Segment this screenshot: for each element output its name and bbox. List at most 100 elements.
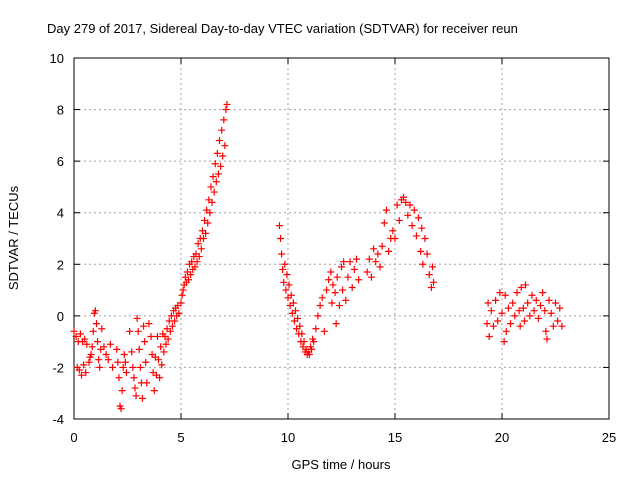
grid <box>74 58 609 419</box>
data-point <box>143 379 151 387</box>
data-point <box>202 229 210 237</box>
data-point <box>530 307 538 315</box>
data-point <box>114 358 122 366</box>
x-tick-label: 20 <box>495 430 509 445</box>
data-point <box>166 327 174 335</box>
data-point <box>171 317 179 325</box>
data-point <box>117 405 125 413</box>
data-point <box>115 374 123 382</box>
data-point <box>89 327 97 335</box>
y-tick-label: 6 <box>57 154 64 169</box>
data-points <box>70 100 566 413</box>
data-point <box>119 363 127 371</box>
data-point <box>199 235 207 242</box>
data-point <box>177 299 185 307</box>
y-tick-label: 0 <box>57 309 64 324</box>
data-point <box>308 345 316 353</box>
data-point <box>410 206 418 214</box>
y-tick-label: 8 <box>57 103 64 118</box>
data-point <box>191 263 199 271</box>
data-point <box>333 273 341 281</box>
data-point <box>489 322 497 330</box>
data-point <box>332 320 340 328</box>
data-point <box>100 343 108 351</box>
data-point <box>134 327 142 335</box>
data-point <box>279 265 287 273</box>
x-tick-label: 5 <box>177 430 184 445</box>
x-tick-label: 10 <box>281 430 295 445</box>
data-point <box>374 250 382 258</box>
data-point <box>184 276 192 284</box>
data-point <box>197 245 205 253</box>
data-point <box>305 351 313 359</box>
data-point <box>542 327 550 335</box>
data-point <box>208 198 216 206</box>
data-point <box>348 283 356 291</box>
data-point <box>494 317 502 325</box>
data-point <box>385 247 393 255</box>
data-point <box>130 374 138 382</box>
data-point <box>179 286 187 294</box>
data-point <box>412 232 420 240</box>
data-point <box>516 322 524 330</box>
data-point <box>513 289 521 297</box>
data-point <box>325 276 333 284</box>
data-point <box>519 304 527 312</box>
data-point <box>378 242 386 250</box>
data-point <box>223 100 231 108</box>
data-point <box>556 304 564 312</box>
data-point <box>209 173 217 181</box>
data-point <box>363 268 371 276</box>
data-point <box>338 263 345 271</box>
data-point <box>526 312 534 320</box>
data-point <box>156 374 164 382</box>
data-point <box>391 235 399 242</box>
data-point <box>158 361 166 369</box>
data-point <box>502 327 510 335</box>
data-point <box>372 258 380 266</box>
data-point <box>340 258 348 266</box>
data-point <box>76 330 84 338</box>
data-point <box>222 106 230 114</box>
data-point <box>81 335 89 343</box>
data-point <box>219 152 227 160</box>
data-point <box>141 338 149 346</box>
data-point <box>318 294 326 302</box>
data-point <box>327 268 335 276</box>
data-point <box>277 235 285 242</box>
data-point <box>178 291 186 299</box>
data-point <box>331 289 339 297</box>
data-point <box>94 338 102 346</box>
data-point <box>187 271 195 279</box>
data-point <box>418 224 426 232</box>
data-point <box>534 314 542 322</box>
ticks: 0 5 10 15 20 25 -4 -2 0 2 4 6 8 10 <box>50 51 617 445</box>
data-point <box>164 335 172 343</box>
data-point <box>75 366 83 374</box>
data-point <box>118 387 126 395</box>
data-point <box>296 322 304 330</box>
data-point <box>402 198 410 206</box>
data-point <box>126 327 134 335</box>
data-point <box>294 314 302 322</box>
data-point <box>142 358 150 366</box>
data-point <box>98 325 106 333</box>
data-point <box>104 356 112 364</box>
data-point <box>291 307 299 315</box>
data-point <box>549 322 557 330</box>
data-point <box>204 219 212 227</box>
x-axis-label: GPS time / hours <box>292 457 391 472</box>
data-point <box>82 369 90 377</box>
data-point <box>287 291 295 299</box>
data-point <box>85 358 93 366</box>
data-point <box>300 338 308 346</box>
data-point <box>344 273 352 281</box>
data-point <box>160 348 168 356</box>
data-point <box>207 183 215 191</box>
data-point <box>120 351 128 359</box>
data-point <box>350 265 358 273</box>
data-point <box>515 307 523 315</box>
data-point <box>92 320 100 328</box>
data-point <box>87 351 95 359</box>
